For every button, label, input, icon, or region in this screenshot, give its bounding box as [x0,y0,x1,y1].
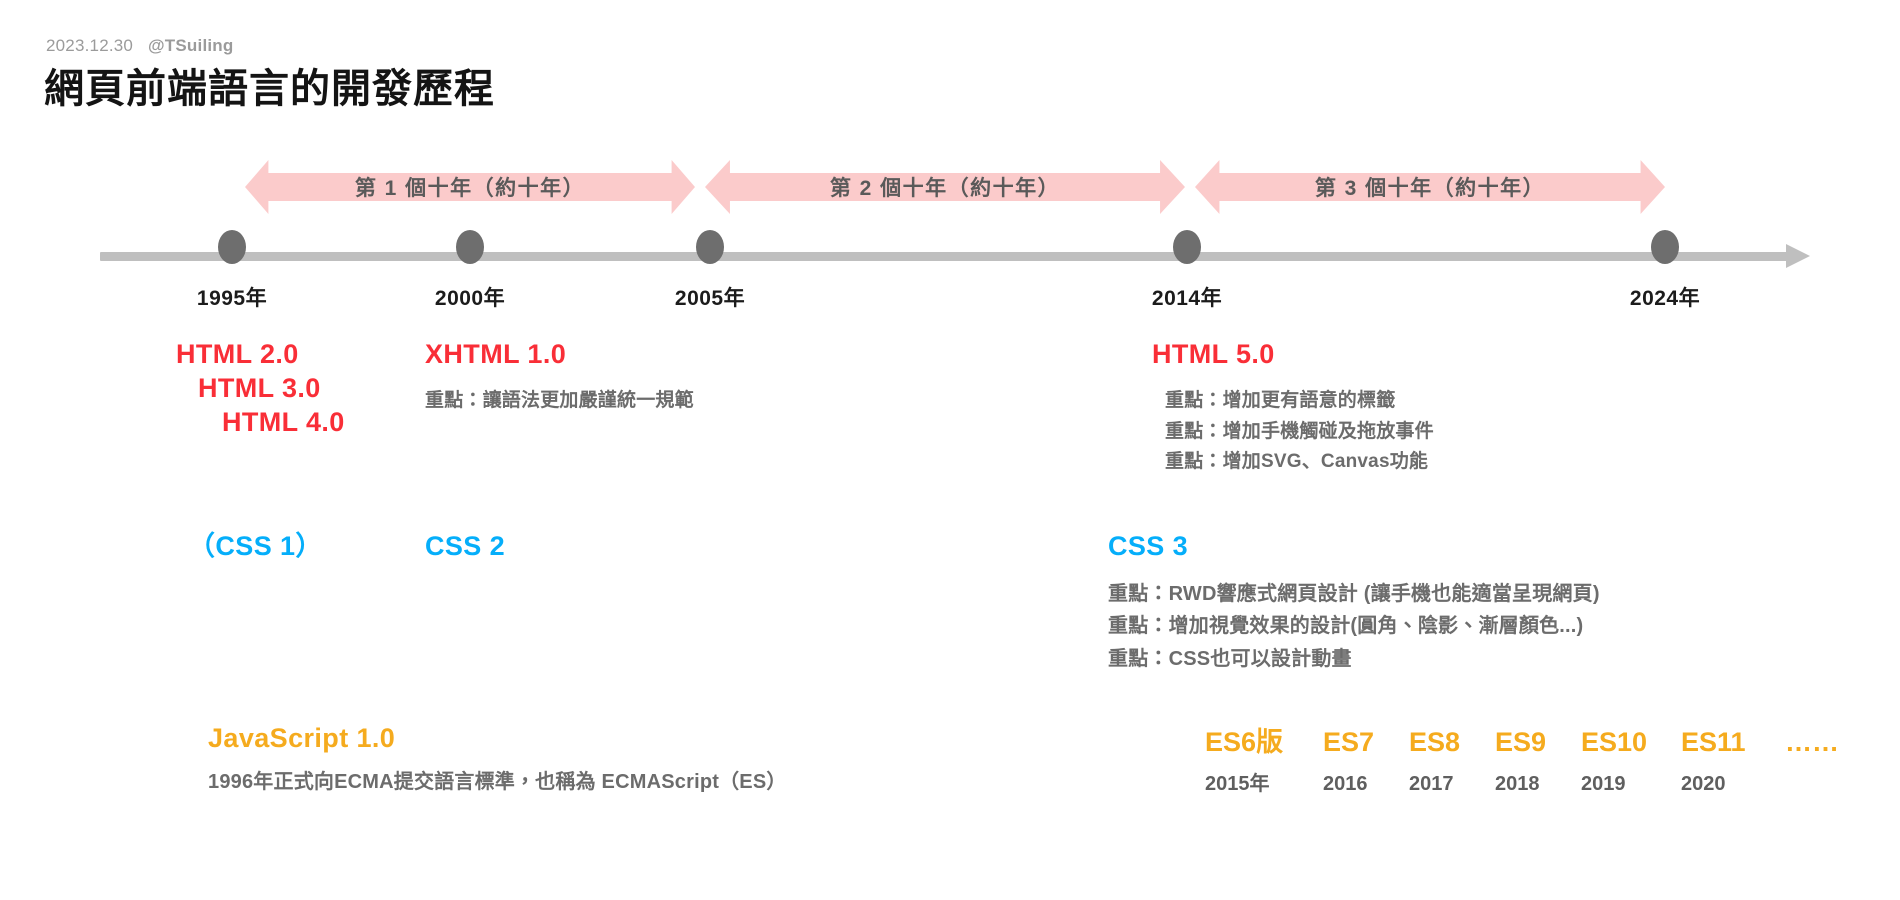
timeline-dot-icon [1651,230,1679,264]
tick-year-label: 2005年 [674,287,746,310]
es-version-7: ES7 [1323,727,1375,757]
decade-arrow-3: 第 3 個十年（約十年） [1195,160,1665,214]
es-year-10: 2019 [1581,773,1626,795]
es-version-8: ES8 [1409,727,1461,757]
es-version-6: ES6版 [1205,727,1284,757]
javascript-block: JavaScript 1.0 1996年正式向ECMA提交語言標準，也稱為 EC… [208,722,787,798]
meta-line: 2023.12.30 @TSuiling [46,36,233,56]
es-year-7: 2016 [1323,773,1368,795]
decade-arrow-2: 第 2 個十年（約十年） [705,160,1185,214]
css2-block: CSS 2 [425,530,505,564]
css3-block: CSS 3 重點：RWD響應式網頁設計 (讓手機也能適當呈現網頁) 重點：增加視… [1108,530,1600,675]
timeline-axis: 1995年 2000年 2005年 2014年 2024年 [0,230,1900,326]
timeline-dot-icon [456,230,484,264]
axis-line [100,252,1790,261]
tick-year-label: 2000年 [434,287,506,310]
timeline-dot-icon [218,230,246,264]
es-version-ellipsis: …… [1785,727,1839,757]
es-year-11: 2020 [1681,773,1726,795]
decade-label-3: 第 3 個十年（約十年） [1314,177,1546,200]
javascript-note-1: 1996年正式向ECMA提交語言標準，也稱為 ECMAScript（ES） [208,770,787,793]
decade-arrow-band: 第 1 個十年（約十年） 第 2 個十年（約十年） 第 3 個十年（約十年） [0,160,1900,214]
timeline-dot-icon [1173,230,1201,264]
es-year-6: 2015年 [1205,773,1270,795]
html-version-3: HTML 3.0 [198,372,321,403]
css1-title: （CSS 1） [188,531,323,561]
es-version-10: ES10 [1581,727,1648,757]
xhtml-note-1: 重點：讓語法更加嚴謹統一規範 [425,389,694,411]
es-year-9: 2018 [1495,773,1540,795]
html5-note-2: 重點：增加手機觸碰及拖放事件 [1165,420,1434,442]
axis-arrow-icon [1786,244,1810,268]
timeline-dot-icon [696,230,724,264]
page-title: 網頁前端語言的開發歷程 [44,67,495,111]
html-version-4: HTML 4.0 [222,406,345,437]
decade-arrow-1: 第 1 個十年（約十年） [245,160,695,214]
html-versions-block: HTML 2.0 HTML 3.0 HTML 4.0 [176,338,345,439]
css3-note-2: 重點：增加視覺效果的設計(圓角、陰影、漸層顏色...) [1108,615,1584,638]
es-year-8: 2017 [1409,773,1454,795]
ecmascript-year-row: 2015年 2016 2017 2018 2019 2020 [1205,767,1875,796]
css3-note-3: 重點：CSS也可以設計動畫 [1108,647,1352,670]
css2-title: CSS 2 [425,531,506,561]
tick-year-label: 2014年 [1151,287,1223,310]
html5-title: HTML 5.0 [1152,339,1275,369]
tick-year-label: 1995年 [196,287,268,310]
html5-block: HTML 5.0 重點：增加更有語意的標籤 重點：增加手機觸碰及拖放事件 重點：… [1152,338,1434,478]
xhtml-title: XHTML 1.0 [425,339,567,369]
css3-title: CSS 3 [1108,531,1189,561]
javascript-title: JavaScript 1.0 [208,723,396,753]
ecmascript-version-row: ES6版 ES7 ES8 ES9 ES10 ES11 …… [1205,720,1875,759]
decade-label-1: 第 1 個十年（約十年） [354,177,586,200]
decade-label-2: 第 2 個十年（約十年） [829,177,1061,200]
html5-note-1: 重點：增加更有語意的標籤 [1165,389,1396,411]
es-version-11: ES11 [1681,727,1746,757]
tick-year-label: 2024年 [1629,287,1701,310]
ecmascript-block: ES6版 ES7 ES8 ES9 ES10 ES11 …… 2015年 2016… [1205,720,1875,796]
es-version-9: ES9 [1495,727,1547,757]
html5-note-3: 重點：增加SVG、Canvas功能 [1165,451,1429,473]
xhtml-block: XHTML 1.0 重點：讓語法更加嚴謹統一規範 [425,338,694,417]
css3-note-1: 重點：RWD響應式網頁設計 (讓手機也能適當呈現網頁) [1108,582,1600,605]
css1-block: （CSS 1） [188,530,323,564]
html-version-2: HTML 2.0 [176,339,299,369]
publish-date: 2023.12.30 [46,36,134,55]
author-handle: @TSuiling [148,36,234,55]
